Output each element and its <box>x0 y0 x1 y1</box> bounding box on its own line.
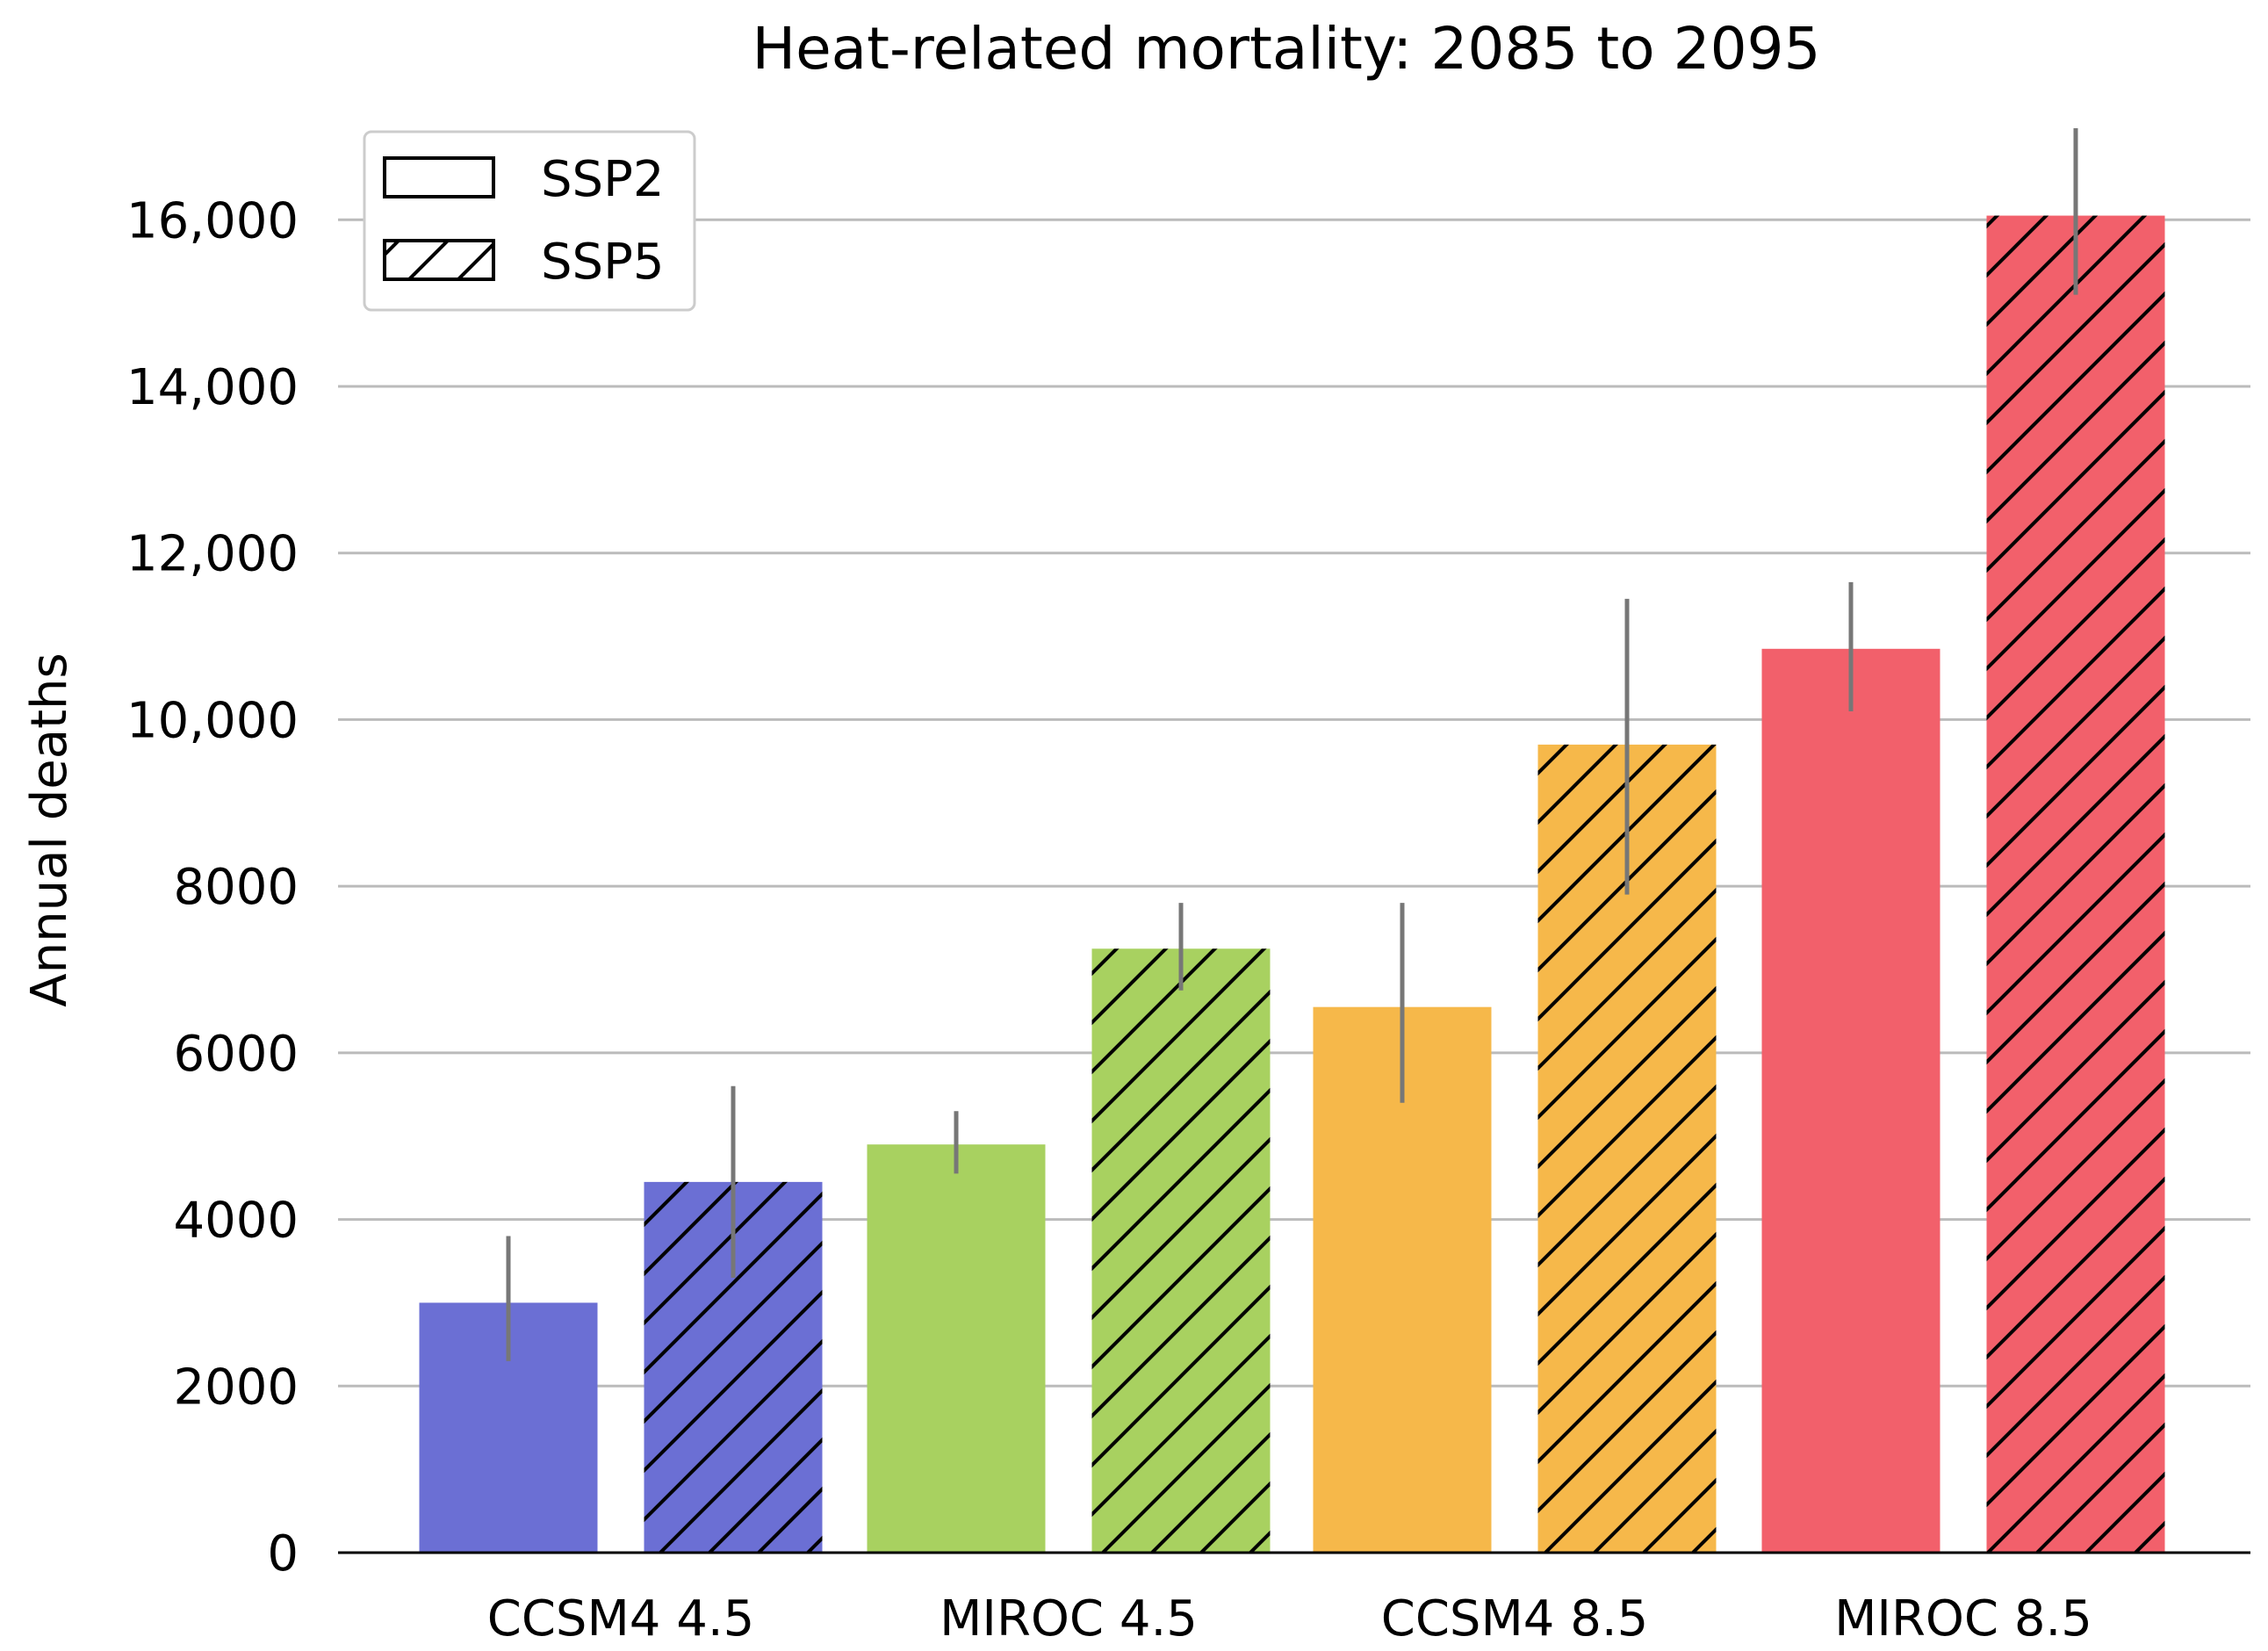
bars <box>419 215 2165 1554</box>
legend-label-ssp5: SSP5 <box>541 234 665 291</box>
chart-title: Heat-related mortality: 2085 to 2095 <box>752 15 1820 83</box>
x-tick-label: MIROC 8.5 <box>1834 1590 2092 1647</box>
legend-swatch-ssp5 <box>383 239 495 281</box>
y-tick-label: 2000 <box>173 1359 299 1416</box>
bar-hatch <box>1986 215 2165 1554</box>
y-tick-label: 0 <box>267 1525 299 1583</box>
bar-miroc-4-5-ssp2 <box>867 1144 1046 1553</box>
legend-swatch-ssp2 <box>383 156 495 198</box>
y-tick-label: 4000 <box>173 1193 299 1250</box>
legend: SSP2 SSP5 <box>363 130 696 312</box>
y-tick-label: 16,000 <box>126 192 299 249</box>
bar-hatch <box>1091 948 1271 1553</box>
grid-lines <box>338 218 2250 1388</box>
y-tick-label: 12,000 <box>126 526 299 583</box>
y-tick-label: 8000 <box>173 859 299 916</box>
error-bars <box>506 127 2078 1361</box>
x-tick-label: MIROC 4.5 <box>940 1590 1198 1647</box>
y-tick-labels: 0 2000 4000 6000 8000 10,000 12,000 14,000 16,00… <box>126 192 299 1583</box>
y-tick-label: 6000 <box>173 1026 299 1083</box>
x-tick-label: CCSM4 4.5 <box>487 1590 755 1647</box>
legend-label-ssp2: SSP2 <box>541 151 665 208</box>
x-tick-label: CCSM4 8.5 <box>1381 1590 1649 1647</box>
y-tick-label: 10,000 <box>126 692 299 749</box>
y-tick-label: 14,000 <box>126 359 299 416</box>
bar-miroc-8-5-ssp2 <box>1761 648 1940 1553</box>
y-axis-label: Annual deaths <box>21 652 78 1006</box>
x-tick-labels: CCSM4 4.5 MIROC 4.5 CCSM4 8.5 MIROC 8.5 <box>487 1590 2092 1647</box>
